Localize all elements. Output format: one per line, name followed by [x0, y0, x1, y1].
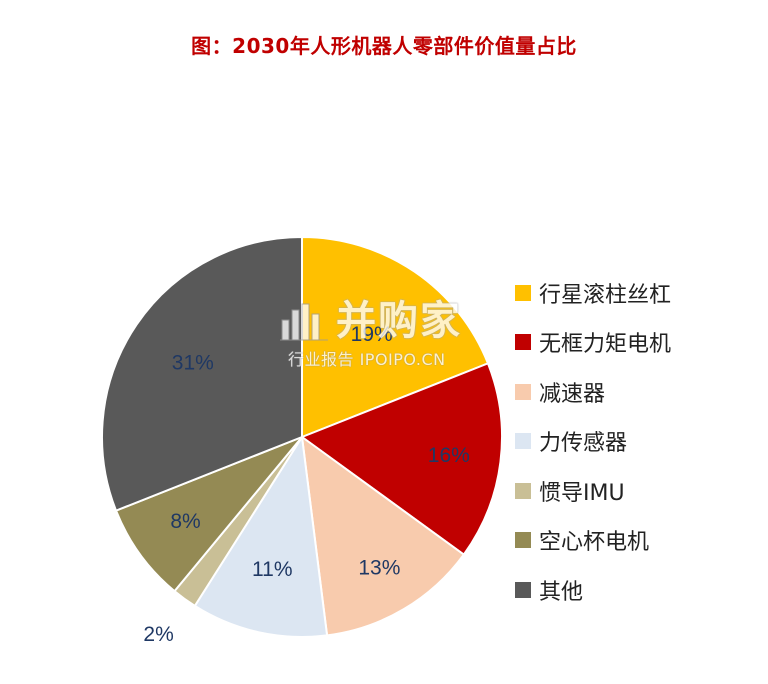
- pie-slice: [101, 235, 303, 512]
- pie-data-label: 2%: [143, 623, 173, 646]
- legend-swatch: [515, 334, 531, 351]
- legend-label: 力传感器: [539, 431, 628, 457]
- pie-data-label: 31%: [172, 351, 214, 374]
- pie-slice: [300, 434, 466, 637]
- legend-swatch: [515, 482, 531, 499]
- legend-label: 无框力矩电机: [539, 332, 672, 358]
- chart-title: 图：2030年人形机器人零部件价值量占比: [191, 34, 577, 58]
- pie-data-label: 13%: [358, 556, 400, 579]
- legend-label: 空心杯电机: [539, 530, 650, 556]
- pie-data-label: 16%: [428, 444, 470, 467]
- pie-data-labels: 19% 16% 13% 11% 2% 8% 31%: [143, 323, 469, 646]
- legend-item: 行星滚柱丝杠: [515, 268, 671, 318]
- legend-label: 惯导IMU: [539, 480, 625, 506]
- legend-label: 行星滚柱丝杠: [539, 282, 672, 308]
- pie-slice: [301, 235, 490, 439]
- pie-slices: [101, 235, 503, 638]
- legend-item: 惯导IMU: [515, 466, 671, 516]
- pie-slice: [193, 434, 329, 638]
- legend-item: 空心杯电机: [515, 516, 671, 566]
- pie-data-label: 19%: [351, 323, 393, 346]
- pie-data-label: 11%: [252, 558, 292, 581]
- legend-label: 减速器: [539, 381, 606, 407]
- pie-slice: [114, 436, 303, 593]
- legend-swatch: [515, 284, 531, 301]
- legend-swatch: [515, 581, 531, 598]
- legend-item: 无框力矩电机: [515, 318, 671, 368]
- legend-item: 其他: [515, 565, 671, 615]
- chart-legend: 行星滚柱丝杠 无框力矩电机 减速器 力传感器 惯导IMU 空心杯电机 其他: [515, 268, 671, 615]
- legend-swatch: [515, 532, 531, 549]
- legend-swatch: [515, 383, 531, 400]
- legend-label: 其他: [539, 579, 584, 605]
- pie-data-label: 8%: [170, 510, 200, 533]
- pie-slice: [299, 362, 503, 556]
- legend-item: 减速器: [515, 367, 671, 417]
- legend-swatch: [515, 433, 531, 450]
- legend-item: 力传感器: [515, 417, 671, 467]
